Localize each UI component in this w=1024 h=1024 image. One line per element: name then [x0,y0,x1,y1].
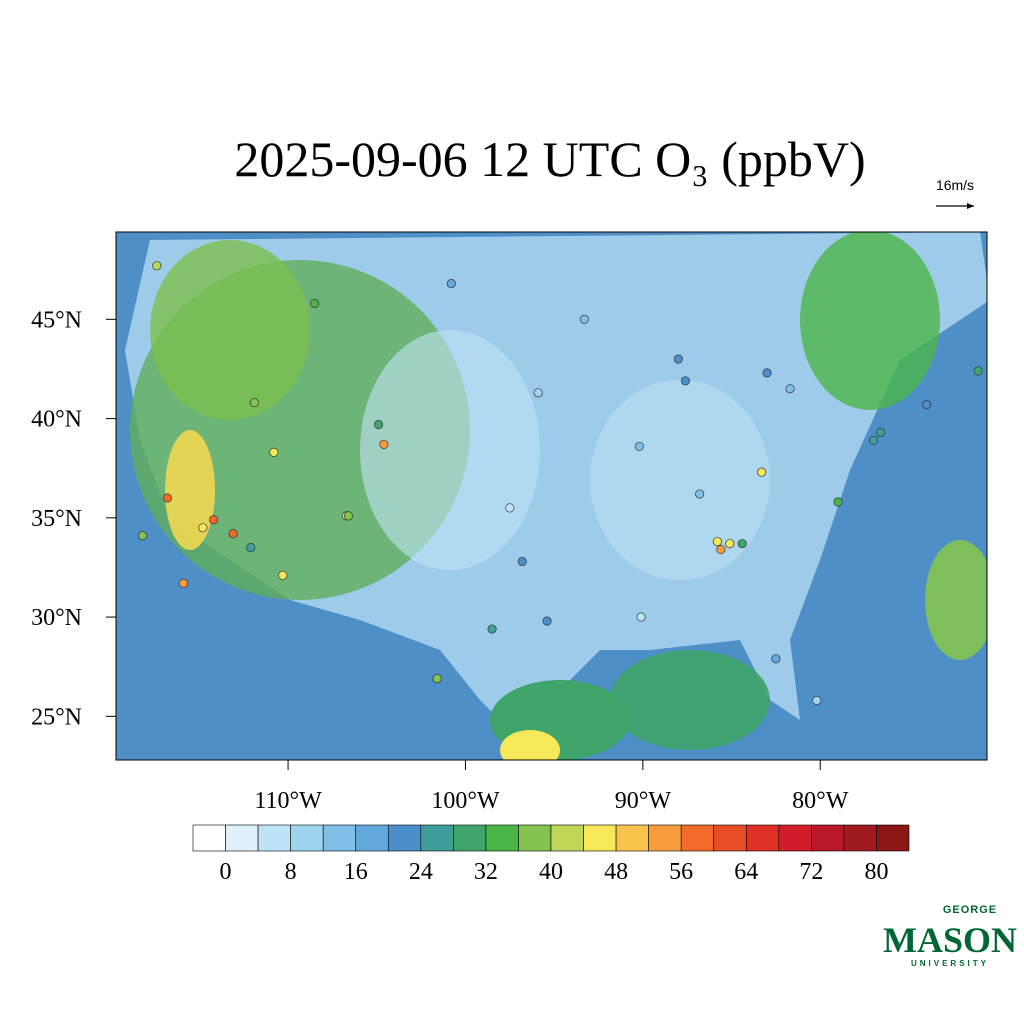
colorbar-label: 8 [285,859,297,885]
colorbar-box [811,824,845,852]
colorbar-box [778,824,812,852]
logo: GEORGE MASON UNIVERSITY [883,904,1017,968]
colorbar-label: 32 [474,859,498,885]
logo-main: MASON [883,920,1017,960]
station [636,612,646,622]
station [278,570,288,580]
colorbar-label: 40 [539,859,563,885]
lon-tick-label: 80°W [792,788,849,814]
lat-tick-label: 30°N [31,605,82,631]
colorbar-box [680,824,715,852]
station [249,398,259,408]
station [579,314,589,324]
station [542,616,552,626]
colorbar-box [485,824,519,852]
vector-scale-label: 16m/s [936,177,974,193]
map-frame [115,231,988,761]
vector-scale-arrow [936,203,974,209]
station [198,523,208,533]
station [446,279,456,289]
station [673,354,683,364]
station [973,366,983,376]
colorbar-box [453,824,487,852]
colorbar-label: 24 [409,859,433,885]
station [771,654,781,664]
colorbar-box [648,824,682,852]
colorbar-label: 80 [864,859,888,885]
colorbar-box [420,824,454,852]
station [379,439,389,449]
colorbar-box [550,824,584,852]
lon-tick-label: 90°W [615,788,672,814]
colorbar-label: 48 [604,859,628,885]
colorbar-label: 0 [220,859,232,885]
station [373,419,384,430]
station [695,489,705,499]
station [716,545,726,555]
station [712,537,722,547]
station [533,388,543,398]
station [876,427,886,438]
station [228,529,238,539]
station [812,695,822,706]
colorbar-box [615,824,649,852]
lat-tick-label: 25°N [31,704,82,730]
colorbar-box [192,824,226,852]
station [833,497,843,507]
station [66,264,74,272]
station [138,531,148,541]
station [152,261,162,271]
colorbar-box [876,824,910,852]
lat-tick-label: 45°N [31,307,82,333]
colorbar-label: 72 [799,859,823,885]
station [868,435,879,445]
colorbar-box [843,824,877,852]
station [737,539,747,549]
colorbar-box [322,824,357,852]
station [343,511,353,521]
station [517,556,527,567]
station [246,543,256,553]
lat-tick-label: 40°N [31,407,82,433]
colorbar-label: 64 [734,859,758,885]
station [505,503,515,513]
station [209,515,219,525]
colorbar-label: 56 [669,859,693,885]
colorbar-box [713,824,747,852]
lon-tick-label: 100°W [431,788,500,814]
logo-top: GEORGE [943,904,997,916]
lat-tick-label: 35°N [31,506,82,532]
colorbar-box [583,824,617,852]
station [178,578,188,588]
station [162,493,172,503]
title: 2025-09-06 12 UTC O₃ (ppbV) [234,131,865,187]
colorbar-box [290,824,324,852]
colorbar-box [257,824,291,852]
station [922,400,932,410]
colorbar-box [518,824,552,852]
station [680,376,690,386]
lon-tick-label: 110°W [254,788,322,814]
station [634,441,644,451]
station [785,384,795,394]
colorbar-box [745,824,780,852]
colorbar-box [387,824,422,852]
colorbar-box [355,824,389,852]
colorbar-label: 16 [344,859,368,885]
station [725,539,735,549]
station [757,467,767,477]
station [487,624,497,634]
station [269,447,279,457]
logo-bottom: UNIVERSITY [911,959,989,968]
station [432,674,442,684]
station [762,368,772,378]
map-field [66,232,987,760]
colorbar-box [225,824,259,852]
station [310,298,320,309]
